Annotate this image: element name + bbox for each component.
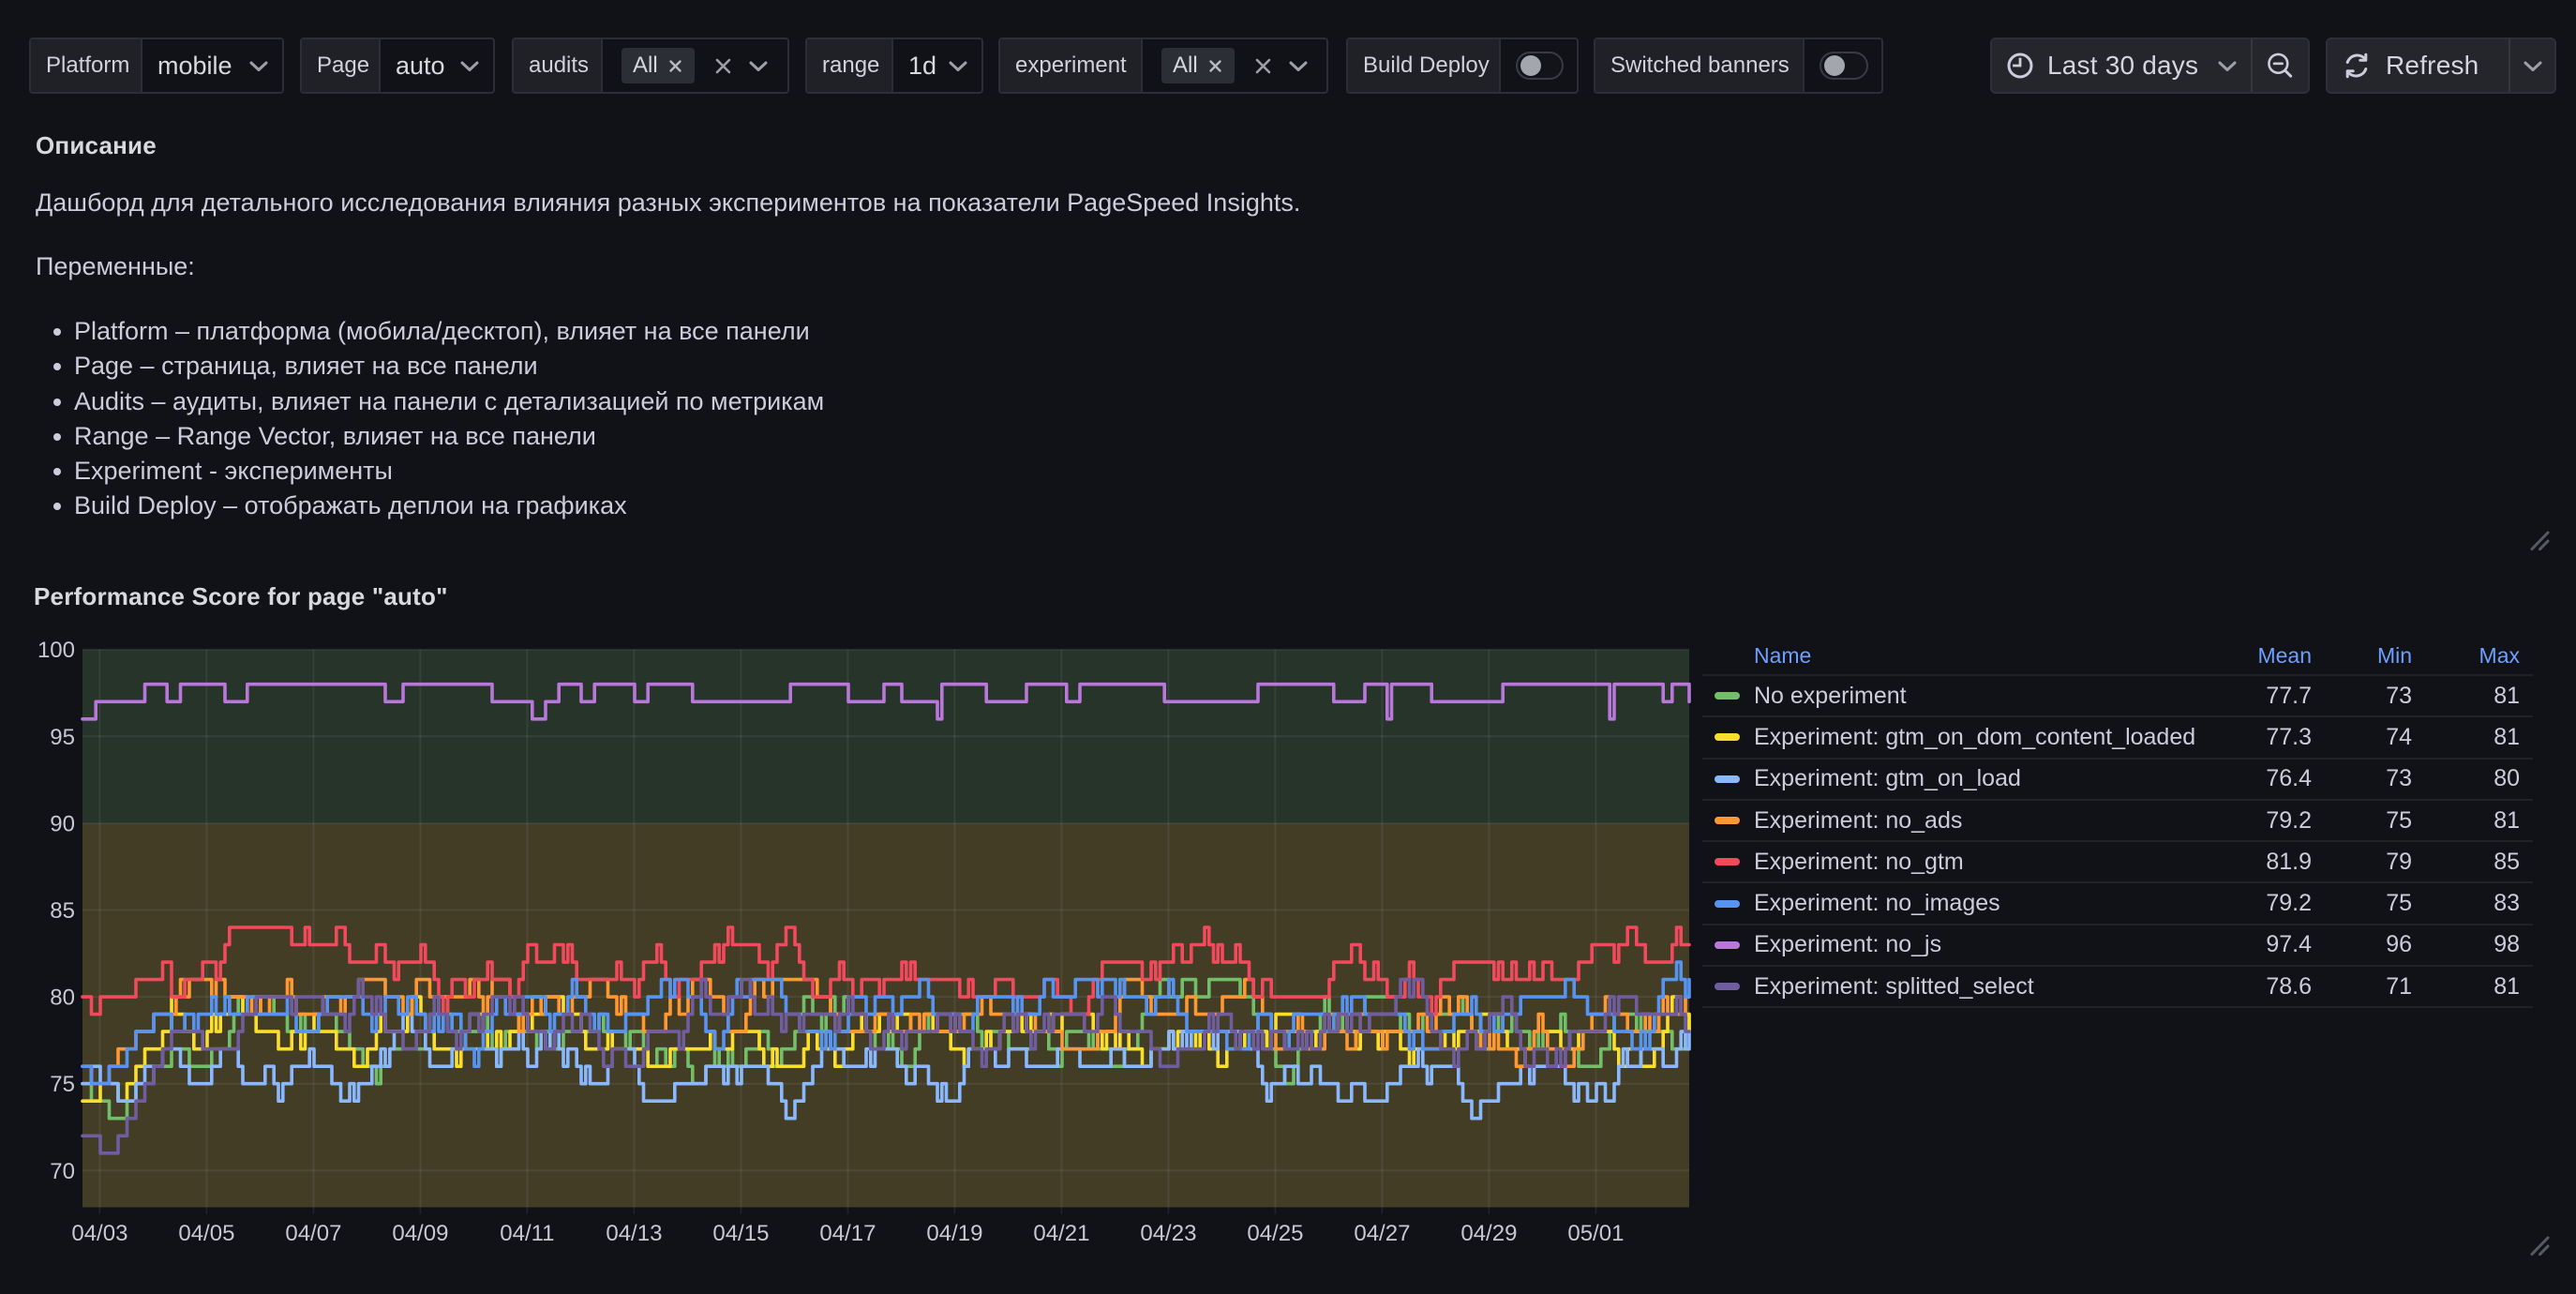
svg-text:04/07: 04/07 — [285, 1221, 341, 1246]
svg-text:04/11: 04/11 — [500, 1221, 554, 1246]
svg-text:04/03: 04/03 — [71, 1221, 127, 1246]
svg-text:100: 100 — [37, 638, 75, 663]
svg-text:04/25: 04/25 — [1247, 1221, 1303, 1246]
svg-text:80: 80 — [50, 986, 75, 1011]
svg-text:85: 85 — [50, 898, 75, 924]
svg-text:04/05: 04/05 — [178, 1221, 234, 1246]
svg-text:95: 95 — [50, 725, 75, 750]
svg-text:04/15: 04/15 — [712, 1221, 769, 1246]
svg-text:70: 70 — [50, 1159, 75, 1184]
svg-text:90: 90 — [50, 811, 75, 836]
svg-text:04/13: 04/13 — [606, 1221, 662, 1246]
svg-text:04/17: 04/17 — [819, 1221, 876, 1246]
svg-text:75: 75 — [50, 1072, 75, 1097]
svg-text:04/21: 04/21 — [1033, 1221, 1089, 1246]
svg-text:05/01: 05/01 — [1567, 1221, 1624, 1246]
svg-text:04/27: 04/27 — [1354, 1221, 1410, 1246]
svg-text:04/29: 04/29 — [1460, 1221, 1517, 1246]
svg-text:04/19: 04/19 — [926, 1221, 982, 1246]
svg-text:04/23: 04/23 — [1140, 1221, 1196, 1246]
svg-text:04/09: 04/09 — [392, 1221, 448, 1246]
